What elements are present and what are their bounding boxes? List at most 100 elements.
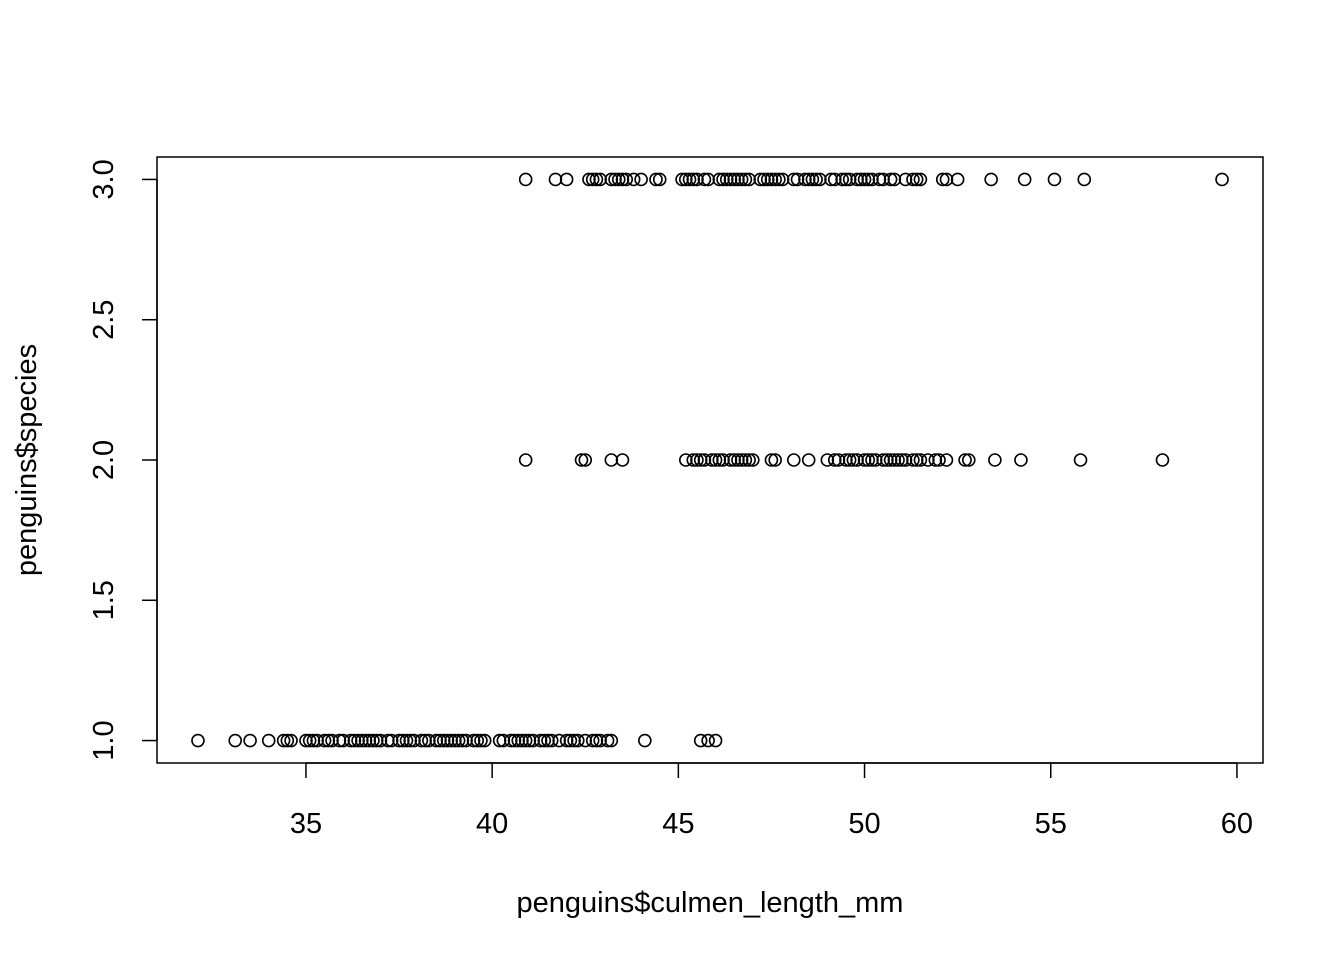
data-point — [786, 453, 801, 467]
data-point — [436, 733, 451, 748]
data-point — [887, 172, 902, 187]
data-point — [712, 453, 727, 467]
data-point — [876, 172, 890, 187]
data-point — [984, 172, 998, 187]
data-point — [585, 733, 600, 748]
data-point — [407, 733, 421, 748]
data-point — [939, 453, 954, 467]
data-point — [518, 453, 533, 467]
data-point — [731, 453, 745, 467]
data-point — [604, 172, 619, 187]
data-point — [883, 172, 898, 187]
data-point — [191, 733, 205, 748]
data-point — [805, 172, 820, 187]
data-point — [466, 733, 481, 748]
y-tick-label: 1.5 — [88, 580, 120, 620]
data-point — [261, 733, 276, 748]
data-point — [638, 733, 652, 748]
data-point — [626, 172, 641, 187]
data-point — [585, 172, 600, 187]
data-point — [786, 172, 801, 187]
y-tick-label: 3.0 — [88, 159, 120, 199]
data-point — [746, 453, 760, 467]
data-point — [827, 453, 842, 467]
data-point — [615, 172, 630, 187]
data-point — [366, 733, 380, 748]
data-point — [503, 733, 518, 748]
data-point — [1014, 453, 1028, 467]
data-point — [455, 733, 470, 748]
data-point — [835, 172, 849, 187]
data-point — [742, 172, 756, 187]
data-point — [541, 733, 555, 748]
data-point — [861, 172, 876, 187]
data-point — [611, 172, 626, 187]
data-point — [857, 172, 872, 187]
data-point — [909, 172, 924, 187]
data-point — [675, 172, 689, 187]
data-point — [515, 733, 529, 748]
data-point — [880, 453, 894, 467]
data-point — [440, 733, 455, 748]
y-axis-label: penguins$species — [11, 344, 43, 576]
data-point — [909, 453, 924, 467]
data-point — [716, 172, 730, 187]
data-point — [299, 733, 313, 748]
data-point — [850, 172, 864, 187]
data-point — [604, 453, 619, 467]
data-point — [734, 453, 749, 467]
data-point — [865, 172, 879, 187]
data-point — [433, 733, 447, 748]
data-point — [839, 453, 853, 467]
data-point — [351, 733, 365, 748]
data-point — [768, 453, 782, 467]
data-point — [392, 733, 406, 748]
data-point — [429, 733, 444, 748]
data-point — [678, 172, 693, 187]
data-point — [559, 172, 574, 187]
data-point — [422, 733, 436, 748]
data-point — [883, 453, 898, 467]
data-point — [731, 172, 745, 187]
data-point — [559, 733, 574, 748]
data-point — [649, 172, 663, 187]
x-axis-label: penguins$culmen_length_mm — [517, 887, 904, 919]
data-point — [362, 733, 377, 748]
x-tick-label: 40 — [476, 808, 508, 840]
data-point — [358, 733, 373, 748]
data-point — [526, 733, 540, 748]
data-point — [988, 453, 1002, 467]
data-point — [842, 453, 857, 467]
data-point — [448, 733, 462, 748]
data-point — [317, 733, 332, 748]
data-point — [872, 172, 887, 187]
data-point — [801, 172, 816, 187]
x-axis: 35 40 45 50 55 60 — [290, 762, 1253, 840]
data-point — [518, 733, 533, 748]
data-point — [764, 172, 779, 187]
data-point — [768, 172, 782, 187]
data-point — [950, 172, 965, 187]
data-point — [533, 733, 548, 748]
data-point — [470, 733, 485, 748]
data-point — [727, 453, 742, 467]
data-point — [1047, 172, 1062, 187]
data-point — [548, 172, 563, 187]
data-point — [865, 453, 879, 467]
data-point — [958, 453, 972, 467]
data-point — [615, 453, 630, 467]
data-point — [913, 453, 928, 467]
data-point — [1215, 172, 1229, 187]
data-point — [589, 172, 604, 187]
data-point — [321, 733, 336, 748]
data-point — [935, 172, 950, 187]
data-point — [369, 733, 384, 748]
data-point — [708, 733, 723, 748]
data-point — [701, 733, 715, 748]
data-point — [686, 172, 701, 187]
data-point — [604, 733, 619, 748]
data-point — [1077, 172, 1092, 187]
data-point — [712, 172, 727, 187]
data-point — [798, 172, 812, 187]
data-point — [552, 733, 566, 748]
